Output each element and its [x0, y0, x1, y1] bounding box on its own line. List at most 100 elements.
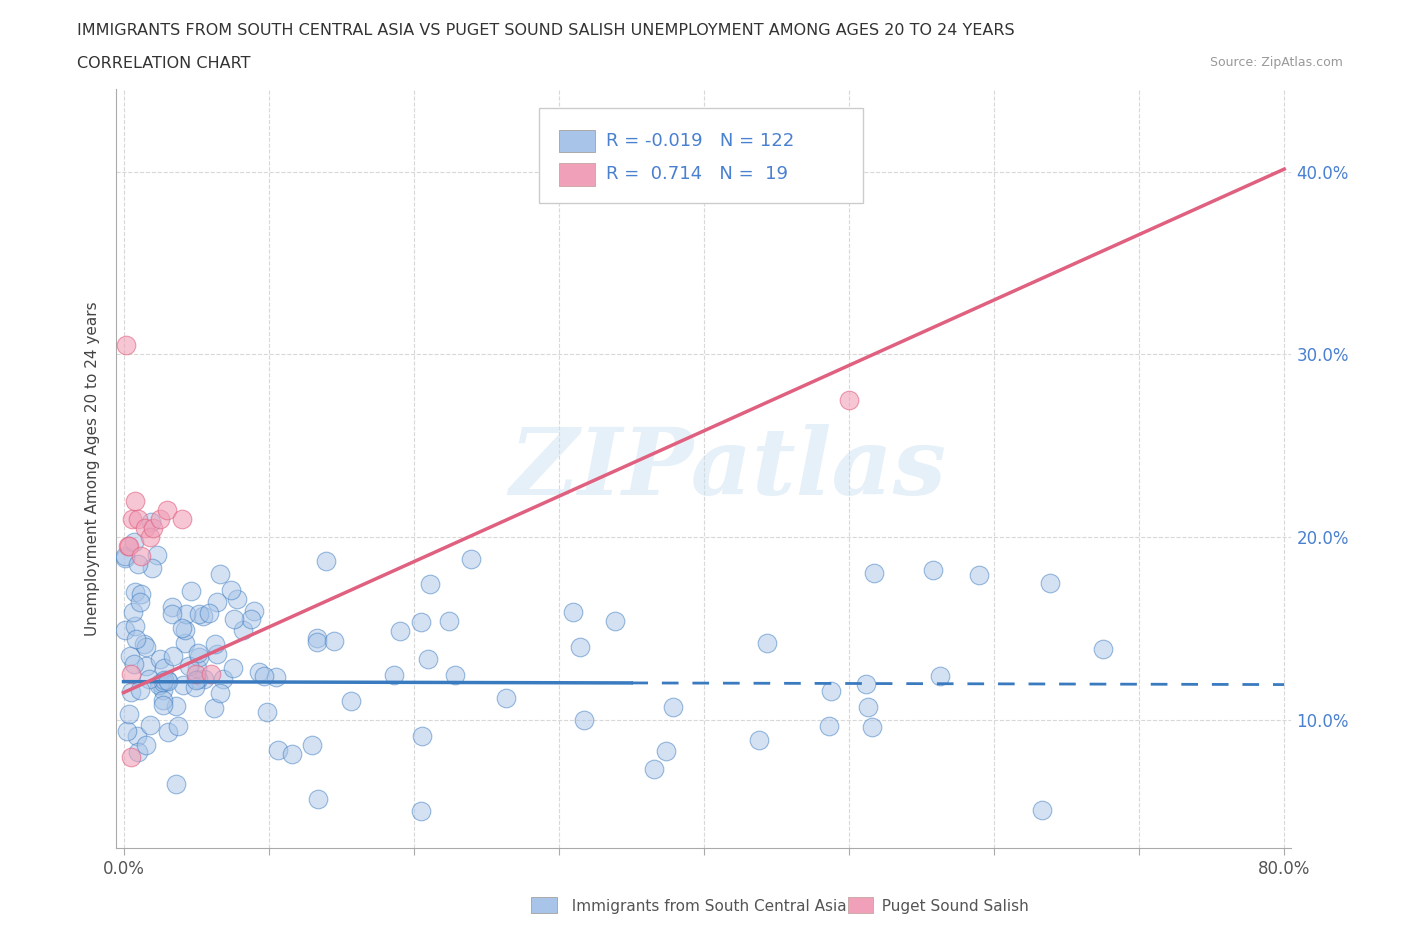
- Point: [124, 657, 146, 671]
- Bar: [560, 163, 595, 186]
- Text: IMMIGRANTS FROM SOUTH CENTRAL ASIA VS PUGET SOUND SALISH UNEMPLOYMENT AMONG AGES: IMMIGRANTS FROM SOUTH CENTRAL ASIA VS PU…: [77, 23, 1015, 38]
- Point: [437, 613, 460, 628]
- Y-axis label: Unemployment Among Ages 20 to 24 years: Unemployment Among Ages 20 to 24 years: [86, 301, 100, 636]
- Point: [572, 712, 595, 727]
- Point: [174, 622, 197, 637]
- Text: ZIPatlas: ZIPatlas: [509, 424, 946, 513]
- Point: [152, 698, 174, 713]
- Point: [969, 567, 991, 582]
- Point: [226, 591, 249, 606]
- Point: [115, 338, 138, 352]
- Point: [444, 668, 467, 683]
- Point: [281, 747, 304, 762]
- Point: [184, 667, 207, 682]
- Point: [855, 676, 877, 691]
- Point: [134, 521, 156, 536]
- Point: [174, 636, 197, 651]
- Point: [205, 646, 228, 661]
- Point: [122, 534, 145, 549]
- Point: [756, 635, 779, 650]
- Point: [188, 606, 211, 621]
- Point: [184, 680, 207, 695]
- Point: [301, 737, 323, 752]
- Point: [186, 672, 208, 687]
- Point: [266, 743, 288, 758]
- Point: [167, 718, 190, 733]
- Point: [495, 690, 517, 705]
- Point: [222, 612, 245, 627]
- Point: [141, 521, 163, 536]
- Point: [152, 693, 174, 708]
- Point: [193, 608, 215, 623]
- Point: [156, 672, 179, 687]
- Point: [124, 585, 146, 600]
- Point: [120, 649, 142, 664]
- Point: [1091, 642, 1114, 657]
- Point: [620, 165, 643, 179]
- Point: [129, 548, 152, 563]
- Point: [114, 549, 136, 564]
- Point: [186, 660, 208, 675]
- Point: [172, 678, 194, 693]
- Bar: [848, 897, 873, 913]
- Point: [419, 577, 441, 591]
- Text: Immigrants from South Central Asia: Immigrants from South Central Asia: [562, 899, 846, 914]
- Point: [138, 530, 160, 545]
- Point: [838, 392, 860, 407]
- Point: [162, 649, 184, 664]
- Point: [643, 761, 665, 776]
- Point: [152, 675, 174, 690]
- Point: [124, 619, 146, 634]
- Point: [382, 668, 405, 683]
- Bar: [560, 129, 595, 153]
- Point: [460, 551, 482, 566]
- Point: [149, 676, 172, 691]
- Point: [202, 701, 225, 716]
- Point: [204, 637, 226, 652]
- Point: [253, 669, 276, 684]
- Point: [118, 707, 141, 722]
- Point: [135, 737, 157, 752]
- Point: [149, 652, 172, 667]
- Point: [188, 650, 211, 665]
- Point: [127, 512, 149, 526]
- Point: [162, 606, 184, 621]
- Point: [115, 724, 138, 738]
- Point: [120, 667, 142, 682]
- Point: [121, 512, 143, 526]
- Point: [117, 539, 139, 554]
- Point: [307, 791, 329, 806]
- Point: [139, 514, 162, 529]
- Point: [114, 623, 136, 638]
- Point: [929, 669, 952, 684]
- Point: [411, 804, 433, 819]
- Point: [820, 684, 842, 698]
- Point: [177, 658, 200, 673]
- Point: [124, 493, 146, 508]
- Point: [322, 633, 344, 648]
- Point: [146, 548, 169, 563]
- Point: [135, 658, 157, 673]
- Point: [818, 718, 841, 733]
- Point: [562, 605, 585, 620]
- FancyBboxPatch shape: [540, 109, 862, 203]
- Point: [148, 677, 170, 692]
- Point: [389, 623, 412, 638]
- Text: R =  0.714   N =  19: R = 0.714 N = 19: [606, 166, 789, 183]
- Point: [1039, 576, 1062, 591]
- Point: [247, 665, 270, 680]
- Point: [141, 561, 163, 576]
- Point: [243, 604, 266, 618]
- Point: [135, 639, 157, 654]
- Point: [170, 512, 193, 526]
- Point: [200, 667, 222, 682]
- Point: [127, 745, 149, 760]
- Point: [128, 683, 150, 698]
- Point: [193, 672, 215, 687]
- Point: [605, 614, 627, 629]
- Point: [239, 612, 262, 627]
- Point: [156, 724, 179, 739]
- Point: [127, 556, 149, 571]
- Point: [315, 553, 337, 568]
- Point: [138, 671, 160, 686]
